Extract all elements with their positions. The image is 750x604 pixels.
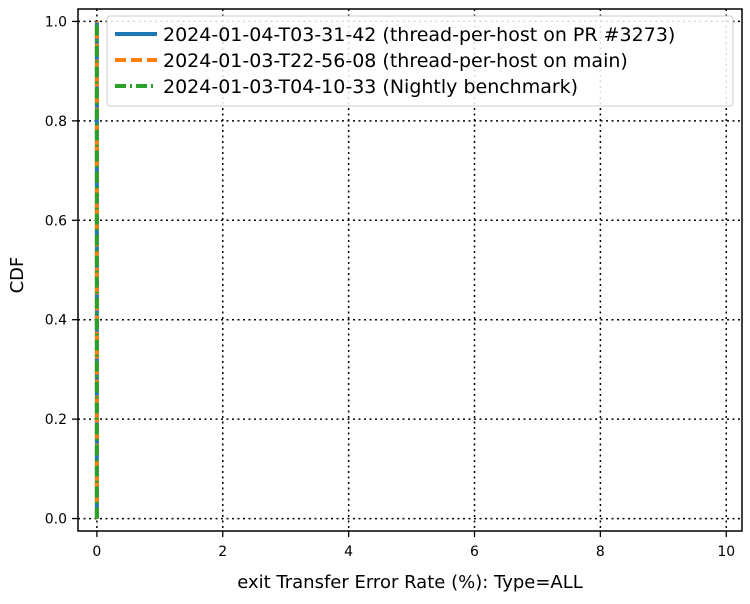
- y-tick-label: 0.6: [45, 213, 67, 229]
- y-tick-label: 1.0: [45, 14, 67, 30]
- x-tick-label: 0: [92, 544, 101, 560]
- legend-label-2: 2024-01-03-T22-56-08 (thread-per-host on…: [163, 50, 628, 72]
- x-axis-label: exit Transfer Error Rate (%): Type=ALL: [237, 572, 583, 593]
- legend: 2024-01-04-T03-31-42 (thread-per-host on…: [106, 15, 734, 107]
- x-tick-label: 10: [717, 544, 735, 560]
- y-tick-label: 0.0: [45, 512, 67, 528]
- y-axis-label: CDF: [7, 257, 28, 294]
- x-tick-label: 8: [596, 544, 605, 560]
- legend-label-1: 2024-01-04-T03-31-42 (thread-per-host on…: [163, 24, 675, 46]
- x-tick-label: 2: [218, 544, 227, 560]
- legend-box: [106, 15, 734, 107]
- y-tick-label: 0.8: [45, 114, 67, 130]
- axes: [77, 8, 743, 532]
- x-tick-label: 4: [344, 544, 353, 560]
- x-tick-label: 6: [470, 544, 479, 560]
- y-tick-label: 0.2: [45, 412, 67, 428]
- legend-label-3: 2024-01-03-T04-10-33 (Nightly benchmark): [163, 76, 578, 98]
- plot-frame: [77, 8, 743, 532]
- y-tick-label: 0.4: [45, 313, 67, 329]
- ticks: 0 2 4 6 8 10 0.0 0.2 0.4 0.6 0.8 1.0: [45, 14, 735, 560]
